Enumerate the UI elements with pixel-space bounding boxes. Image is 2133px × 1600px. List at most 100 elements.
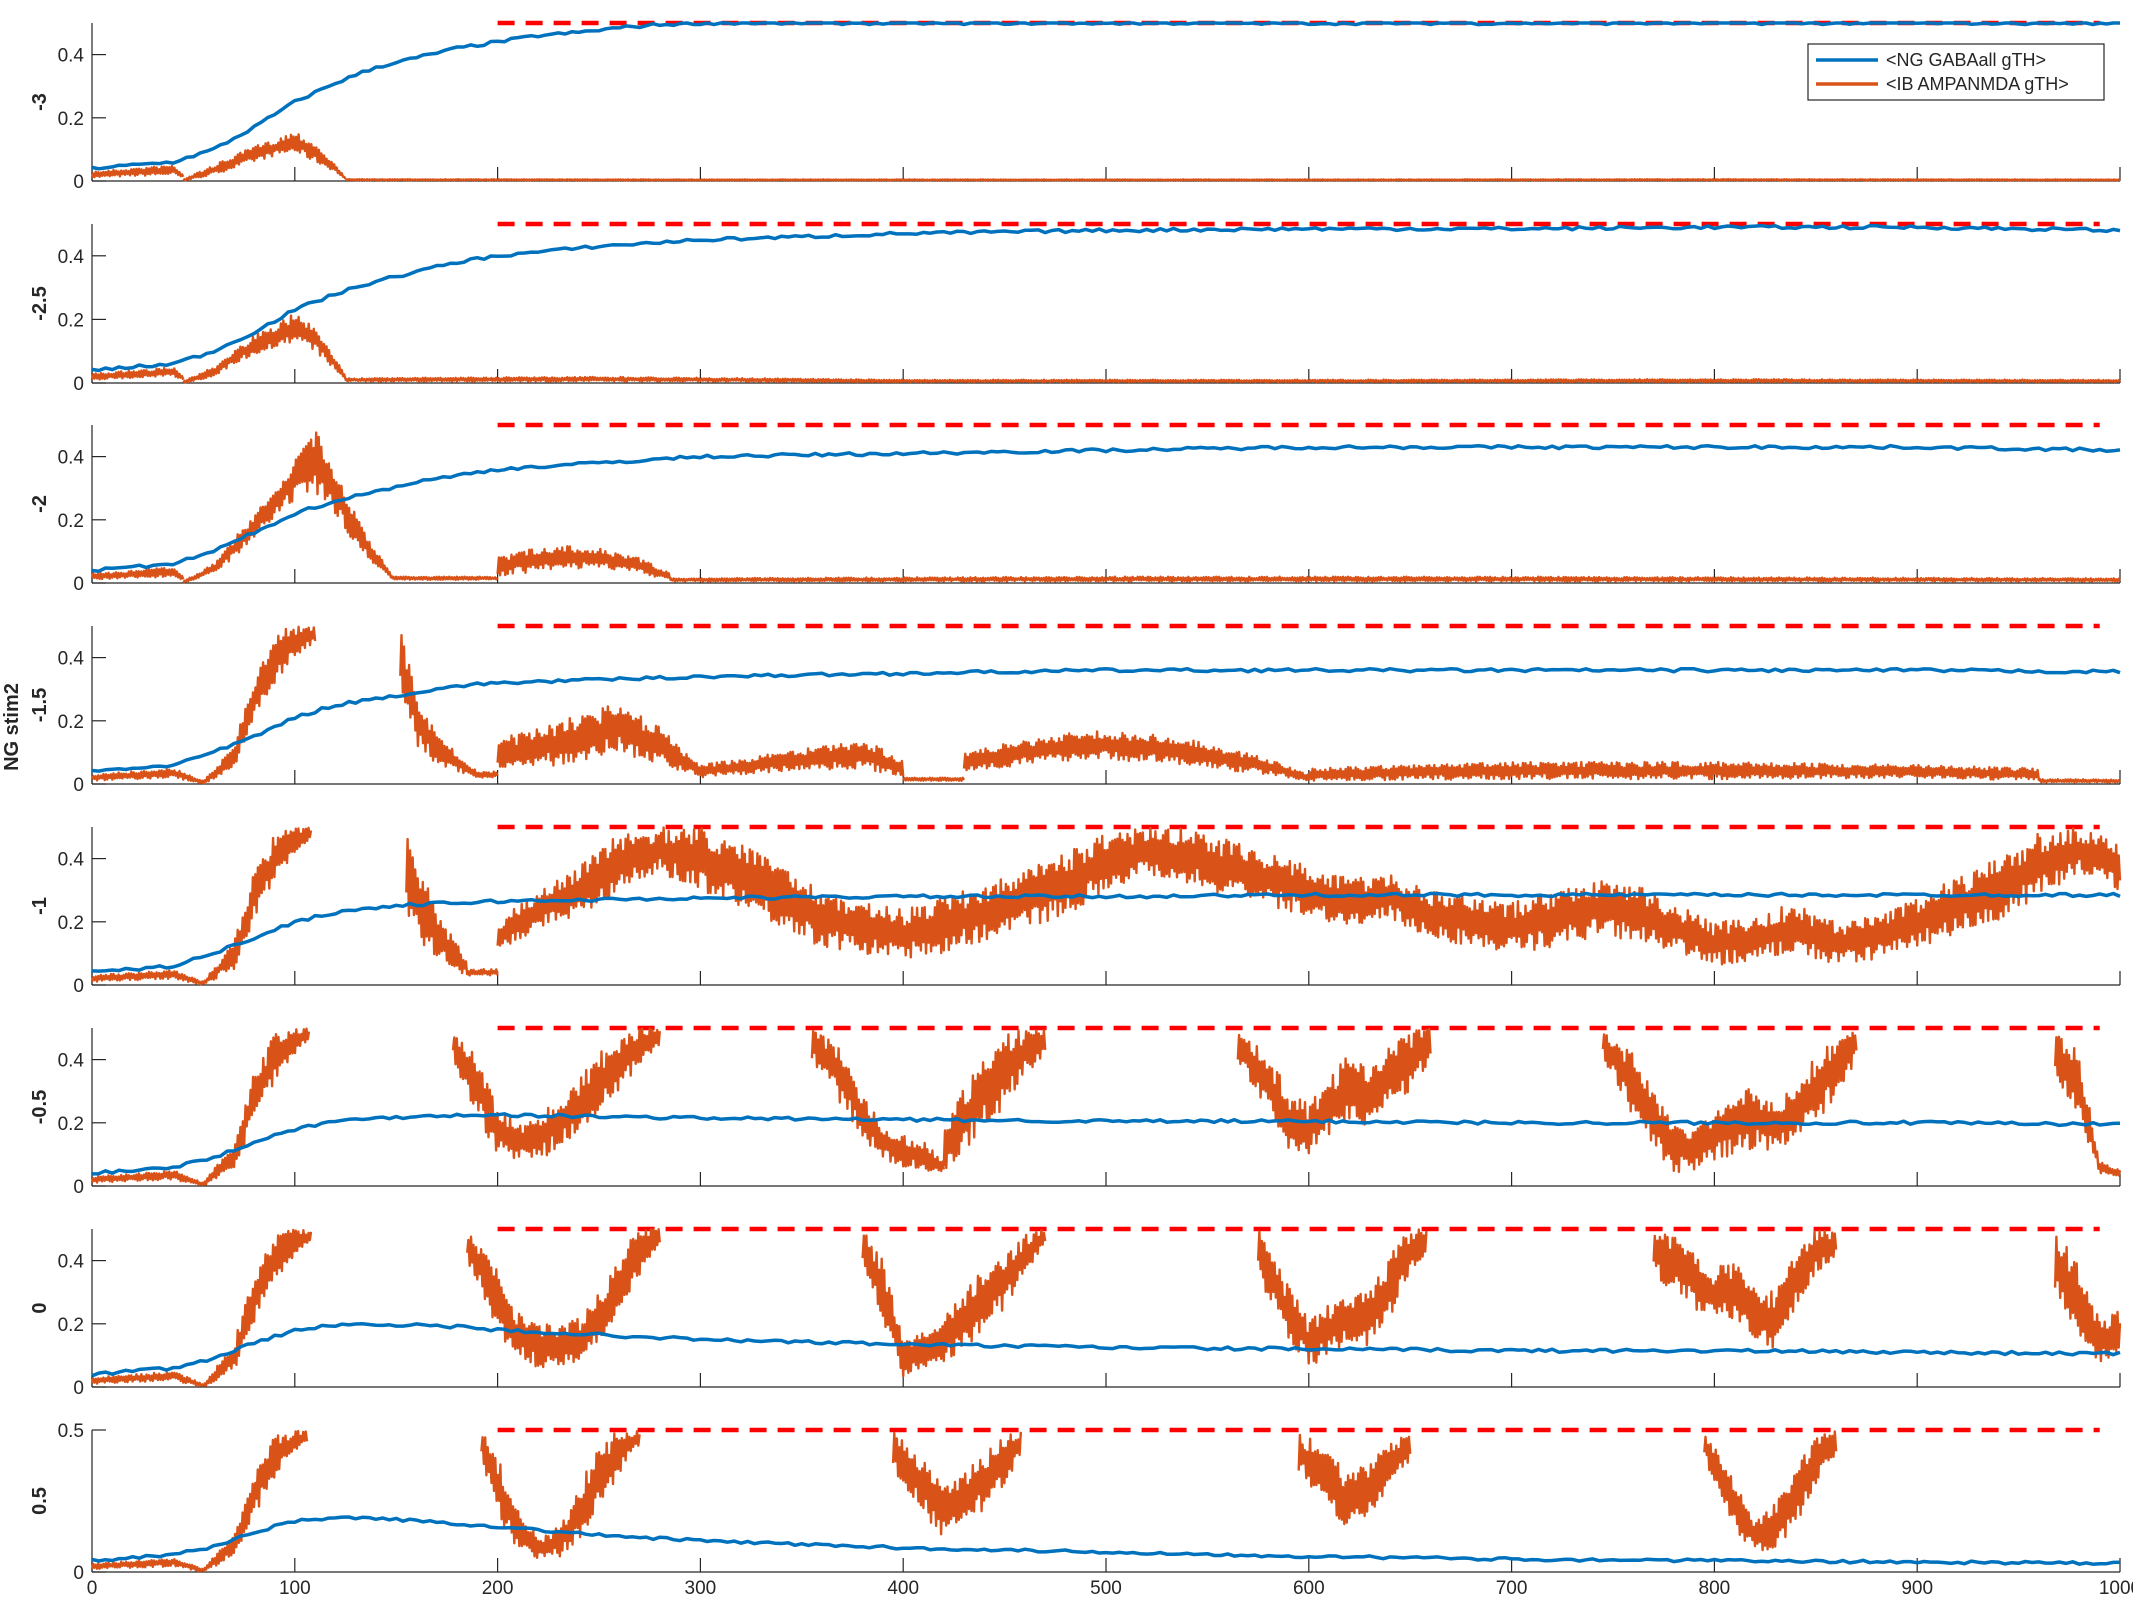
orange-trace [344,375,2121,384]
y-tick-label: 0 [73,374,84,395]
orange-trace [942,1029,1047,1170]
orange-trace [1236,1027,1432,1155]
panel-label: 0 [29,1302,51,1313]
y-tick-label: 0.4 [58,247,85,268]
panel-label: -1.5 [29,688,51,722]
y-tick-label: 0 [73,574,84,595]
panel-8: 0 0.5 0.5 [29,1421,2121,1584]
blue-trace [91,21,2120,171]
x-tick-label: 500 [1090,1578,1122,1599]
orange-trace [399,634,479,778]
orange-trace [391,575,499,581]
blue-trace [91,1112,2121,1176]
orange-trace [405,837,469,976]
x-tick-label: 1000 [2099,1578,2133,1599]
orange-trace [90,567,185,581]
orange-trace [810,1029,945,1173]
orange-trace [496,705,702,776]
y-tick-label: 0 [73,1177,84,1198]
x-tick-label: 100 [279,1578,311,1599]
orange-trace [1307,760,2041,782]
y-tick-label: 0.4 [58,1252,85,1273]
y-axis-label: NG stim2 [1,683,23,771]
blue-trace [91,443,2121,573]
blue-trace [91,891,2121,973]
y-tick-label: 0 [73,775,84,796]
y-tick-label: 0 [73,172,84,193]
orange-trace [466,968,499,977]
legend-box [1807,43,2105,101]
y-tick-label: 0.4 [58,649,85,670]
x-tick-label: 0 [87,1578,98,1599]
orange-trace [962,730,1310,782]
panel-7: 0 0.2 0.4 0 [29,1226,2122,1399]
blue-trace [91,1515,2121,1566]
orange-trace [182,314,347,384]
x-tick-label: 700 [1496,1578,1528,1599]
blue-trace [91,223,2121,373]
orange-trace [344,177,2121,182]
panel-label: -1 [29,897,51,915]
x-tick-label: 600 [1293,1578,1325,1599]
orange-trace [90,366,185,381]
blue-trace [91,666,2121,773]
orange-trace [90,1558,205,1573]
panel-2: 0 0.2 0.4 -2.5 [29,221,2121,395]
orange-trace [891,1431,1022,1536]
legend-entry: <IB AMPANMDA gTH> [1886,74,2069,94]
panel-3: 0 0.2 0.4 -2 [29,422,2121,595]
y-tick-label: 0.4 [58,46,85,67]
orange-trace [861,1229,1047,1378]
y-tick-label: 0.4 [58,448,85,469]
y-tick-label: 0 [73,1378,84,1399]
orange-trace [202,1228,313,1387]
orange-trace [202,1429,309,1573]
panel-5: 0 0.2 0.4 -1 [29,824,2122,997]
orange-trace [1703,1430,1838,1552]
orange-trace [90,164,185,179]
orange-trace [202,1027,311,1186]
panel-label: -2 [29,495,51,513]
orange-trace [496,826,2122,966]
orange-trace [202,826,313,985]
orange-trace [480,1430,641,1559]
panel-6: 0 0.2 0.4 -0.5 [29,1025,2122,1198]
panel-1: 0 0.2 0.4 -3 [29,20,2121,193]
orange-trace [2037,778,2121,784]
y-tick-label: 0 [73,1563,84,1584]
y-tick-label: 0.2 [58,511,84,532]
y-tick-label: 0.2 [58,310,84,331]
x-tick-label: 400 [887,1578,919,1599]
panel-label: -0.5 [29,1090,51,1124]
orange-trace [496,545,672,580]
orange-trace [1256,1228,1428,1365]
legend: <NG GABAall gTH> <IB AMPANMDA gTH> [1807,43,2105,101]
orange-trace [902,776,966,782]
orange-trace [202,625,317,785]
panel-label: -3 [29,93,51,111]
x-tick-label: 200 [482,1578,514,1599]
y-tick-label: 0.4 [58,1051,85,1072]
panel-label: 0.5 [29,1487,51,1515]
orange-trace [90,1371,205,1387]
orange-trace [699,742,905,779]
x-tick-label: 800 [1699,1578,1731,1599]
orange-trace [1652,1229,1838,1349]
orange-trace [451,1027,661,1160]
x-tick-label: 300 [685,1578,717,1599]
y-tick-label: 0.2 [58,913,84,934]
orange-trace [2053,1235,2122,1363]
x-tick-label: 900 [1901,1578,1933,1599]
orange-trace [2053,1035,2122,1177]
y-tick-label: 0.4 [58,850,85,871]
y-tick-label: 0.2 [58,109,84,130]
orange-trace [90,1170,205,1187]
orange-trace [1601,1031,1858,1174]
panel-label: -2.5 [29,286,51,320]
panels-group: 0 0.2 0.4 -3 0 0.2 0.4 -2.5 0 0.2 0.4 -2 0 0.2 0.4 -1.5… [29,20,2133,1599]
orange-trace [668,575,2121,583]
legend-entry: <NG GABAall gTH> [1886,50,2046,70]
orange-trace [90,969,205,986]
orange-trace [1297,1433,1412,1526]
